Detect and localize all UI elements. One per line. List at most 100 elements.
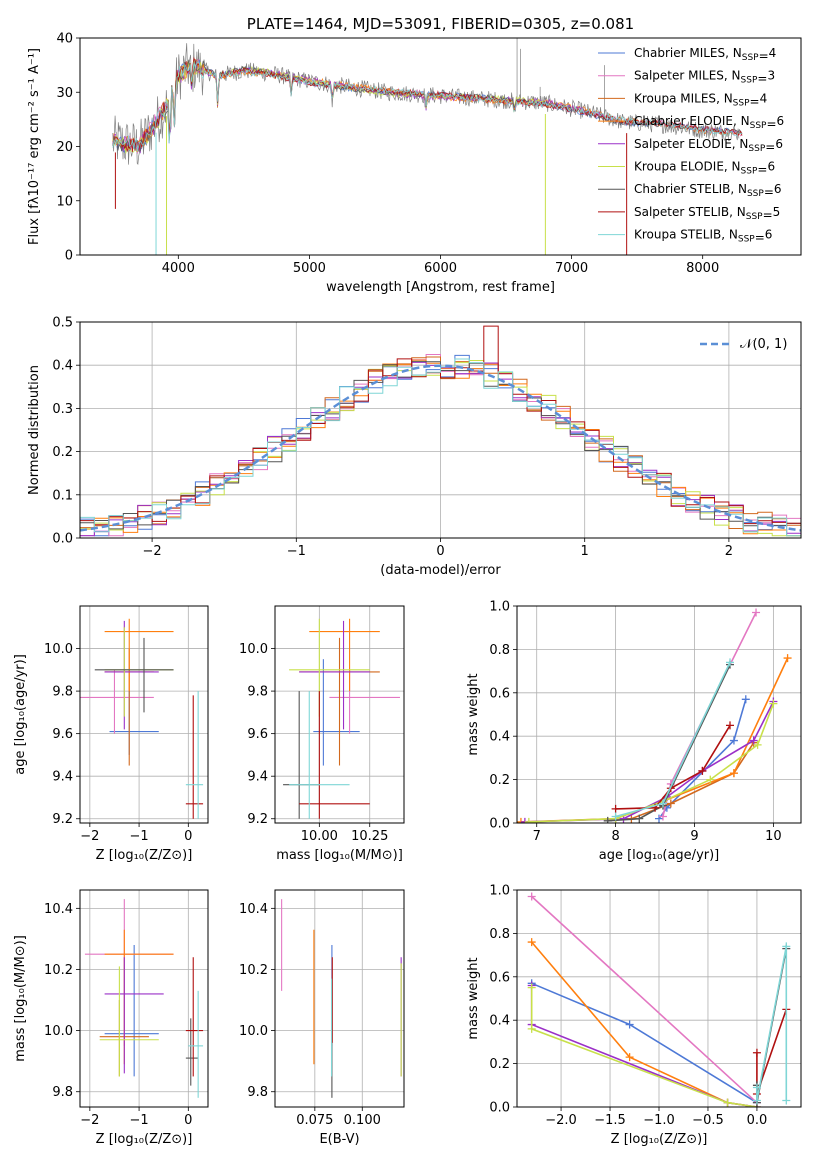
x-tick-label: −2.0 (545, 1113, 577, 1128)
legend-nssp-value: 4 (760, 91, 768, 105)
x-tick-label: −0.5 (692, 1113, 724, 1128)
x-tick-label: 10.25 (351, 829, 388, 844)
data-point-marker (782, 1096, 791, 1105)
mass-weight-line (520, 657, 789, 823)
data-point-marker (752, 608, 761, 617)
chart-title: PLATE=1464, MJD=53091, FIBERID=0305, z=0… (247, 15, 634, 33)
x-axis-label: Z [log₁₀(Z/Z⊙)] (611, 1132, 708, 1147)
mass-weight-line (631, 742, 755, 820)
x-tick-label: 7000 (555, 261, 588, 276)
y-tick-label: 9.8 (247, 1085, 268, 1100)
legend-nssp-label: , N (732, 137, 749, 151)
axes-frame (79, 321, 802, 539)
data-point-marker (729, 769, 738, 778)
legend-nssp-value: 6 (777, 114, 785, 128)
legend-nssp-sub: SSP (741, 76, 758, 86)
legend-nssp-value: 3 (767, 69, 775, 83)
x-tick-label: 7 (533, 829, 541, 844)
legend-equals: = (763, 208, 773, 222)
y-axis-label: age [log₁₀(age/yr)] (13, 654, 28, 775)
legend-entry: Salpeter MILES, NSSP=3 (634, 69, 775, 86)
axes-age-vs-mass: 10.00 10.25 9.2 9.4 9.6 9.8 10.0 mass [log₁₀(M/… (239, 605, 405, 863)
y-tick-label: 20 (56, 140, 73, 155)
legend-nssp-sub: SSP (750, 121, 767, 131)
data-point-marker (706, 775, 715, 784)
x-tick-label: 10.00 (301, 829, 338, 844)
data-point-marker (749, 736, 758, 745)
axes-spectrum: 4000 5000 6000 7000 8000 0 10 20 30 40 wavelength … (27, 15, 802, 295)
y-tick-label: 0.4 (489, 730, 510, 745)
y-tick-label: 0.0 (489, 817, 510, 832)
legend-nssp-sub: SSP (738, 235, 755, 245)
legend-nssp-value: 5 (773, 205, 781, 219)
data-point-marker (658, 812, 667, 821)
y-tick-label: 10 (56, 194, 73, 209)
data-point-marker (527, 938, 536, 947)
mass-weight-line (528, 703, 775, 823)
legend-equals: = (757, 72, 767, 86)
y-tick-label: 10.4 (239, 902, 268, 917)
data-point-marker (752, 1096, 761, 1105)
data-point-marker (726, 721, 734, 730)
x-axis-label: E(B-V) (319, 1132, 359, 1147)
legend-model-name: Kroupa ELODIE (634, 160, 724, 174)
x-tick-label: 8 (611, 829, 619, 844)
y-tick-label: 9.8 (247, 685, 268, 700)
axes-mass-weight-vs-z: −2.0 −1.5 −1.0 −0.5 0.0 0.0 0.2 0.4 0.6 0.8 1.0 Z [… (466, 884, 802, 1147)
legend-model-name: Chabrier STELIB (634, 182, 730, 196)
x-tick-label: −1.0 (643, 1113, 675, 1128)
legend-nssp-value: 6 (775, 137, 783, 151)
axes-mass-weight-vs-age: 7 8 9 10 0.0 0.2 0.4 0.6 0.8 1.0 age [log₁₀(age/yr… (466, 600, 802, 863)
legend-model-name: Kroupa STELIB (634, 228, 721, 242)
x-tick-label: 0 (184, 1113, 192, 1128)
x-axis-label: Z [log₁₀(Z/Z⊙)] (96, 1132, 193, 1147)
y-tick-label: 30 (56, 86, 73, 101)
legend-entry: Salpeter ELODIE, NSSP=6 (634, 137, 783, 154)
axes-residuals: −2 −1 0 1 2 0.0 0.1 0.2 0.3 0.4 0.5 (data-model)/er… (27, 316, 802, 578)
model-spectrum-line (112, 62, 605, 152)
x-tick-label: −2 (80, 829, 99, 844)
data-point-marker (611, 804, 620, 813)
x-axis-label: age [log₁₀(age/yr)] (599, 848, 720, 863)
legend-equals: = (766, 117, 776, 131)
legend-model-name: Kroupa MILES (634, 91, 716, 105)
y-tick-label: 0.3 (52, 402, 73, 417)
y-tick-label: 9.4 (52, 770, 73, 785)
data-point-marker (698, 766, 707, 775)
legend-model-name: Salpeter MILES (634, 69, 724, 83)
legend-nssp-sub: SSP (742, 53, 759, 63)
legend-model-name: Salpeter ELODIE (634, 137, 732, 151)
legend-nssp-label: , N (724, 160, 741, 174)
y-tick-label: 9.4 (247, 770, 268, 785)
data-point-marker (658, 799, 667, 808)
y-tick-label: 10.4 (44, 902, 73, 917)
legend-entry: Salpeter STELIB, NSSP=5 (634, 205, 780, 222)
y-tick-label: 0.8 (489, 927, 510, 942)
axes-age-vs-z: −2 −1 0 9.2 9.4 9.6 9.8 10.0 Z [log₁₀(Z/Z⊙)] age … (13, 605, 209, 863)
legend-equals: = (764, 185, 774, 199)
axes-frame (79, 605, 209, 824)
mass-weight-line (756, 946, 788, 1101)
legend-nssp-value: 6 (774, 182, 782, 196)
y-tick-label: 0.1 (52, 488, 73, 503)
mass-weight-line (530, 987, 758, 1107)
y-tick-label: 9.8 (52, 1085, 73, 1100)
data-point-marker (625, 1020, 634, 1029)
mass-weight-line (524, 701, 775, 823)
plot-area (84, 899, 204, 1098)
mass-weight-line (607, 664, 731, 822)
legend-nssp-sub: SSP (741, 167, 758, 177)
y-tick-label: 0.2 (489, 773, 510, 788)
plot-area (80, 325, 801, 537)
y-tick-label: 0.5 (52, 316, 73, 331)
plot-area (283, 618, 400, 819)
y-tick-label: 40 (56, 32, 73, 47)
legend-equals: = (759, 49, 769, 63)
x-tick-label: −2 (80, 1113, 99, 1128)
y-tick-label: 10.0 (239, 642, 268, 657)
y-tick-label: 9.6 (52, 727, 73, 742)
axes-frame (79, 889, 209, 1108)
x-tick-label: −1 (287, 544, 306, 559)
